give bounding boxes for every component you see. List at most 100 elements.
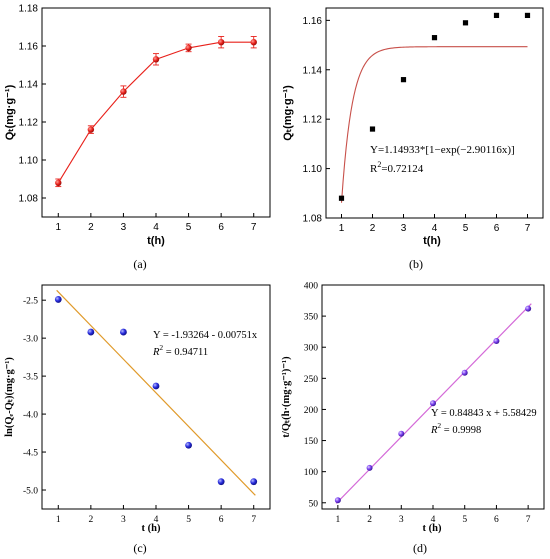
panel-d-xtick-label: 6 — [494, 515, 499, 525]
panel-d-xtick-label: 7 — [526, 515, 531, 525]
panel-d-marks: 1 2 3 4 5 6 7 50 100 150 200 250 300 350 400 — [304, 282, 532, 525]
panel-d-point — [493, 338, 500, 344]
panel-c: 1 2 3 4 5 6 7 -2.5 -3.0 -3.5 -4.0 -4.5 -5.0 ln(Qₑ-Qₜ… — [4, 284, 271, 555]
panel-a-point — [55, 179, 62, 186]
panel-a-marks: 1 2 3 4 5 6 7 1.08 1.10 1.12 1.14 1.16 1.18 — [19, 4, 257, 234]
panel-c-ytick-label: -5.0 — [23, 487, 38, 497]
panel-b-ytick-label: 1.10 — [303, 164, 323, 175]
panel-d-xtick-label: 5 — [462, 515, 467, 525]
panel-d-ytick-label: 300 — [304, 344, 319, 354]
panel-a-xtick-label: 7 — [251, 222, 257, 233]
panel-c-xtick-label: 3 — [121, 515, 126, 525]
panel-a-point — [185, 44, 192, 52]
panel-a-xlabel: t(h) — [147, 235, 165, 247]
panel-b: 1 2 3 4 5 6 7 1.08 1.10 1.12 1.14 1.16 Qₜ(mg·g⁻¹) t… — [282, 7, 544, 271]
panel-a-ytick-label: 1.14 — [19, 80, 39, 91]
panel-c-ytick-label: -2.5 — [23, 297, 38, 307]
panel-a-ylabel: Qₜ(mg·g⁻¹) — [4, 84, 16, 140]
panel-d-fit-r2: R2 = 0.9998 — [430, 421, 481, 436]
panel-d-point — [430, 400, 436, 407]
panel-b-ylabel: Qₜ(mg·g⁻¹) — [282, 85, 294, 141]
panel-b-ytick-label: 1.12 — [303, 115, 323, 126]
panel-a-xtick-label: 6 — [218, 222, 224, 233]
panel-c-xlabel: t (h) — [142, 523, 161, 534]
panel-a-point — [120, 88, 127, 95]
panel-b-fit-curve — [340, 46, 528, 203]
panel-c-fit-line — [56, 289, 256, 496]
panel-a: 1 2 3 4 5 6 7 1.08 1.10 1.12 1.14 1.16 1.18 Qₜ(mg·g⁻… — [4, 4, 271, 271]
panel-b-xtick-label: 6 — [494, 223, 500, 234]
panel-b-point — [431, 35, 438, 41]
panel-a-xtick-label: 2 — [88, 222, 94, 233]
panel-c-point — [120, 328, 127, 336]
panel-b-point — [369, 126, 376, 132]
panel-d-ytick-label: 200 — [304, 406, 319, 416]
panel-d-fit-equation: Y = 0.84843 x + 5.58429 — [431, 408, 537, 419]
panel-b-ytick-label: 1.08 — [303, 214, 323, 225]
panel-a-label: (a) — [133, 257, 146, 271]
panel-d-point — [398, 430, 405, 437]
panel-a-xtick-label: 4 — [153, 222, 159, 233]
panel-b-ytick-label: 1.16 — [303, 16, 323, 27]
panel-a-xtick-label: 3 — [121, 222, 127, 233]
panel-c-ylabel: ln(Qₑ-Qₜ)(mg·g⁻¹) — [4, 357, 15, 437]
panel-c-label: (c) — [133, 541, 146, 555]
panel-a-point — [152, 56, 160, 63]
panel-b-xtick-label: 2 — [370, 223, 376, 234]
panel-d-xtick-label: 3 — [399, 515, 404, 525]
panel-c-point — [185, 441, 192, 449]
panel-b-xtick-label: 7 — [525, 223, 531, 234]
panel-c-point — [152, 382, 160, 390]
panel-c-ytick-label: -3.0 — [23, 335, 38, 345]
panel-d-ylabel: t/Qₜ(h·(mg·g⁻¹)⁻¹) — [281, 356, 292, 438]
panel-a-ytick-label: 1.12 — [19, 118, 39, 129]
panel-d-ytick-label: 350 — [304, 313, 319, 323]
panel-b-point — [493, 12, 500, 19]
panel-b-point — [462, 20, 469, 26]
panel-d-xtick-label: 1 — [335, 515, 340, 525]
panel-d-ytick-label: 50 — [309, 499, 319, 509]
panel-b-xtick-label: 5 — [463, 223, 469, 234]
panel-d-point — [334, 497, 341, 504]
panel-a-xtick-label: 5 — [186, 222, 192, 233]
panel-c-marks: 1 2 3 4 5 6 7 -2.5 -3.0 -3.5 -4.0 -4.5 -5.0 — [23, 289, 258, 525]
panel-d-frame — [321, 284, 545, 510]
panel-a-ytick-label: 1.08 — [19, 194, 39, 205]
panel-b-point — [338, 195, 345, 201]
panel-b-point — [400, 77, 407, 83]
panel-d-ytick-label: 150 — [304, 437, 319, 447]
panel-c-point — [54, 296, 62, 303]
panel-c-ytick-label: -3.5 — [23, 373, 38, 383]
panel-c-point — [250, 478, 258, 486]
panel-b-ytick-label: 1.14 — [303, 65, 323, 76]
panel-b-xtick-label: 1 — [339, 223, 345, 234]
panel-d-xtick-label: 2 — [367, 515, 372, 525]
panel-c-point — [87, 328, 95, 336]
panel-a-ytick-label: 1.18 — [19, 4, 39, 15]
panel-c-xtick-label: 6 — [219, 515, 224, 525]
panel-a-point — [217, 39, 225, 46]
panel-c-xtick-label: 7 — [251, 515, 256, 525]
panel-c-fit-equation: Y = -1.93264 - 0.00751x — [153, 330, 258, 341]
panel-d-point — [461, 369, 468, 376]
panel-c-fit-r2: R2 = 0.94711 — [152, 343, 208, 358]
panel-a-point — [250, 39, 257, 46]
panel-c-xtick-label: 1 — [56, 515, 61, 525]
panel-b-marks: 1 2 3 4 5 6 7 1.08 1.10 1.12 1.14 1.16 — [303, 12, 531, 234]
panel-b-fit-r2: R2=0.72124 — [370, 160, 424, 175]
panel-d-ytick-label: 100 — [304, 468, 319, 478]
panel-b-point — [524, 12, 531, 19]
panel-a-ytick-label: 1.10 — [19, 156, 39, 167]
panel-a-frame — [41, 7, 271, 218]
panel-d-point — [525, 305, 532, 312]
panel-a-xtick-label: 1 — [56, 222, 62, 233]
panel-c-ytick-label: -4.0 — [23, 411, 38, 421]
panel-b-label: (b) — [409, 257, 423, 271]
panel-b-fit-equation: Y=1.14933*[1−exp(−2.90116x)] — [370, 144, 515, 156]
panel-a-ytick-label: 1.16 — [19, 42, 39, 53]
panel-b-xlabel: t(h) — [423, 235, 441, 247]
panel-d-ytick-label: 400 — [304, 282, 319, 292]
panel-c-xtick-label: 5 — [186, 515, 191, 525]
panel-d-xtick-label: 4 — [431, 515, 436, 525]
